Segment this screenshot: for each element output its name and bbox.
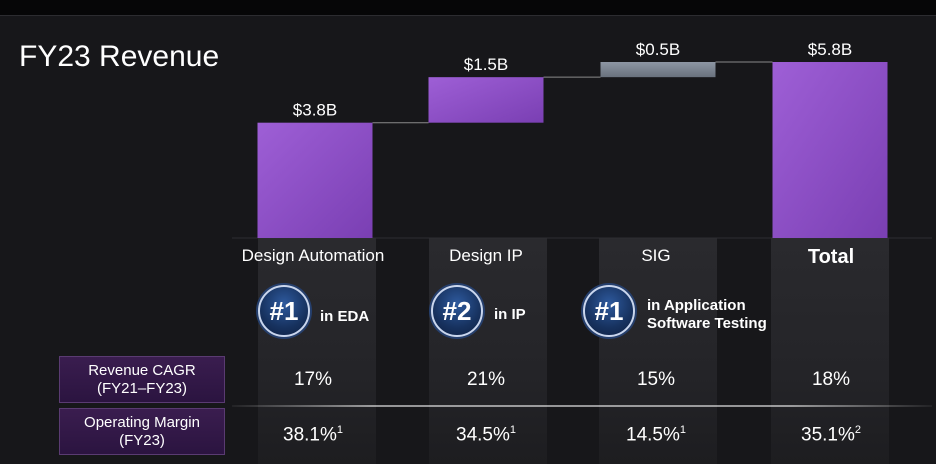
footnote-marker: 1 bbox=[679, 424, 686, 436]
bar-design-ip bbox=[428, 77, 544, 123]
bar-value-label: $5.8B bbox=[808, 40, 852, 59]
rank-text-application-testing: in Application Software Testing bbox=[647, 297, 767, 333]
footnote-marker: 1 bbox=[509, 424, 516, 436]
rank-text-line1: in Application bbox=[647, 297, 746, 314]
column-bg-sig bbox=[599, 238, 717, 464]
margin-value: 35.1% bbox=[801, 424, 855, 446]
margin-value: 14.5% bbox=[626, 424, 680, 446]
rank-badge-application-testing: #1 bbox=[583, 285, 635, 337]
column-bg-total bbox=[771, 238, 889, 464]
cagr-total: 18% bbox=[811, 369, 851, 390]
footnote-marker: 1 bbox=[336, 424, 343, 436]
row-label-operating-margin: Operating Margin (FY23) bbox=[59, 408, 225, 455]
margin-sig: 14.5%1 bbox=[576, 424, 736, 446]
row-label-line1: Operating Margin bbox=[84, 413, 200, 431]
margin-total: 35.1%2 bbox=[751, 424, 911, 446]
category-label-design-ip: Design IP bbox=[449, 246, 523, 265]
row-label-line2: (FY21–FY23) bbox=[96, 379, 188, 397]
margin-value: 34.5% bbox=[456, 424, 510, 446]
footnote-marker: 2 bbox=[854, 424, 861, 436]
bar-value-label: $0.5B bbox=[636, 40, 680, 59]
rank-text-ip: in IP bbox=[494, 306, 526, 323]
bar-value-label: $1.5B bbox=[464, 55, 508, 74]
margin-design-automation: 38.1%1 bbox=[233, 424, 393, 446]
margin-value: 38.1% bbox=[283, 424, 337, 446]
bar-total bbox=[772, 62, 888, 238]
rank-text-line2: Software Testing bbox=[647, 315, 767, 332]
slide-title: FY23 Revenue bbox=[19, 40, 220, 73]
bar-value-label: $3.8B bbox=[293, 101, 337, 120]
cagr-sig: 15% bbox=[636, 369, 676, 390]
bar-design-automation bbox=[257, 122, 373, 238]
column-bg-design-automation bbox=[258, 238, 376, 464]
rank-badge-ip: #2 bbox=[431, 285, 483, 337]
bar-sig bbox=[600, 62, 716, 78]
row-divider bbox=[232, 405, 932, 407]
top-bar bbox=[0, 0, 936, 15]
top-divider bbox=[0, 15, 936, 16]
cagr-design-automation: 17% bbox=[293, 369, 333, 390]
row-label-line1: Revenue CAGR bbox=[88, 361, 196, 379]
cagr-design-ip: 21% bbox=[466, 369, 506, 390]
margin-design-ip: 34.5%1 bbox=[406, 424, 566, 446]
category-label-design-automation: Design Automation bbox=[241, 246, 385, 265]
category-label-total: Total bbox=[807, 246, 855, 268]
row-label-line2: (FY23) bbox=[119, 431, 165, 449]
row-label-revenue-cagr: Revenue CAGR (FY21–FY23) bbox=[59, 356, 225, 403]
category-label-sig: SIG bbox=[641, 246, 671, 265]
column-bg-design-ip bbox=[429, 238, 547, 464]
rank-text-eda: in EDA bbox=[320, 308, 370, 325]
rank-badge-eda: #1 bbox=[258, 285, 310, 337]
